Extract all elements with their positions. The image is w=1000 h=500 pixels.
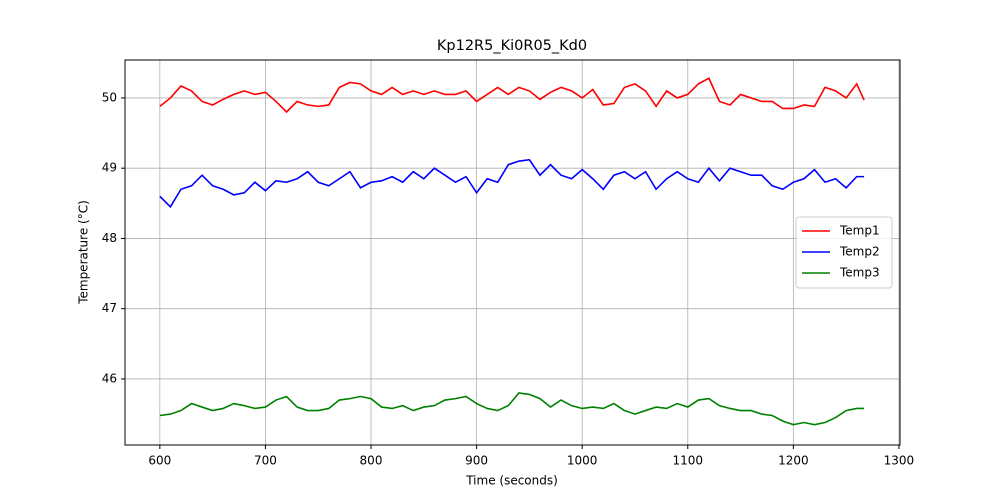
legend-label: Temp3 (839, 266, 880, 280)
x-tick-label: 800 (360, 454, 383, 468)
chart-title: Kp12R5_Ki0R05_Kd0 (437, 38, 587, 54)
x-tick-label: 1200 (778, 454, 809, 468)
y-tick-label: 47 (102, 301, 117, 315)
x-tick-label: 700 (254, 454, 277, 468)
legend-label: Temp1 (839, 224, 880, 238)
data-line (159, 392, 865, 426)
legend-label: Temp2 (839, 245, 880, 259)
x-tick-label: 900 (465, 454, 488, 468)
plot-frame (124, 59, 901, 446)
y-axis-label: Temperature (°C) (77, 200, 91, 305)
y-tick-label: 48 (102, 231, 117, 245)
x-tick-label: 1100 (672, 454, 703, 468)
x-tick-label: 600 (148, 454, 171, 468)
x-tick-label: 1300 (884, 454, 915, 468)
y-tick-label: 49 (102, 161, 117, 175)
y-tick-label: 46 (102, 371, 117, 385)
x-tick-label: 1000 (567, 454, 598, 468)
legend-box (795, 216, 893, 289)
data-line (159, 77, 865, 114)
data-line (159, 158, 865, 209)
legend: Temp1 Temp2 Temp3 (795, 216, 893, 289)
x-axis-label: Time (seconds) (465, 474, 558, 488)
y-tick-label: 50 (102, 90, 117, 104)
